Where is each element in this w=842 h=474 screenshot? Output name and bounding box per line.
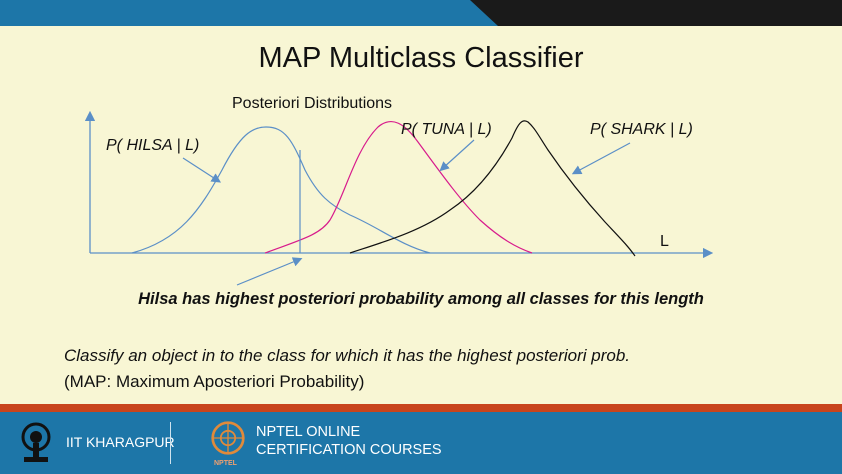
shark-curve [349,120,636,257]
nptel-logo-icon [211,421,245,455]
tuna-curve [264,121,533,254]
nptel-logo-text: NPTEL [214,460,237,467]
highlight-caption: Hilsa has highest posteriori probability… [138,290,704,308]
top-banner [0,0,842,26]
institute-name: IIT KHARAGPUR [66,434,175,450]
tuna-pointer-arrow [439,139,475,172]
map-definition: (MAP: Maximum Aposteriori Probability) [64,372,365,391]
posteriori-diagram: L Posteriori Distributions P( HILSA | L)… [84,95,714,286]
diagram-heading: Posteriori Distributions [232,95,392,112]
axis-label-L: L [660,233,669,250]
footer-divider [170,422,171,464]
shark-pointer-arrow [571,142,631,175]
hilsa-pointer-arrow [182,157,222,183]
nptel-line2: CERTIFICATION COURSES [256,442,442,458]
tuna-label: P( TUNA | L) [401,121,492,138]
iit-logo-icon [21,422,51,462]
nptel-line1: NPTEL ONLINE [256,424,361,440]
classification-rule: Classify an object in to the class for w… [64,346,631,365]
length-pointer-arrow [236,257,303,286]
hilsa-label: P( HILSA | L) [106,137,199,154]
shark-label: P( SHARK | L) [590,121,693,138]
footer-stripe [0,404,842,412]
footer: IIT KHARAGPUR NPTEL NPTEL ONLINE CERTIFI… [0,412,842,474]
slide-title: MAP Multiclass Classifier [258,42,584,74]
hilsa-curve [131,126,431,254]
